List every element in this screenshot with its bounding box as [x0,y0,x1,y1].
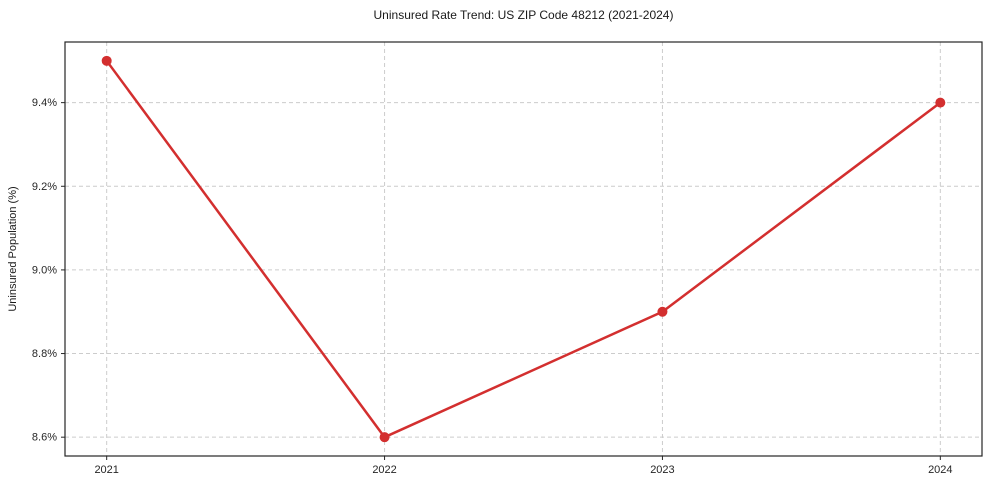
x-tick-label: 2021 [94,464,118,476]
data-point-2022 [379,432,390,443]
x-tick-label: 2022 [372,464,396,476]
data-point-2024 [935,97,946,108]
x-tick-label: 2023 [650,464,674,476]
data-point-2021 [101,55,112,66]
y-tick-label: 9.4% [32,97,57,109]
y-tick-label: 9.2% [32,181,57,193]
chart-title: Uninsured Rate Trend: US ZIP Code 48212 … [373,8,674,22]
y-tick-label: 8.8% [32,348,57,360]
plot-border [64,41,983,457]
trend-line [105,59,942,439]
y-tick-label: 8.6% [32,432,57,444]
y-tick-label: 9.0% [32,264,57,276]
x-tick-label: 2024 [928,464,952,476]
y-axis-label: Uninsured Population (%) [7,186,19,312]
data-point-2023 [657,306,668,317]
